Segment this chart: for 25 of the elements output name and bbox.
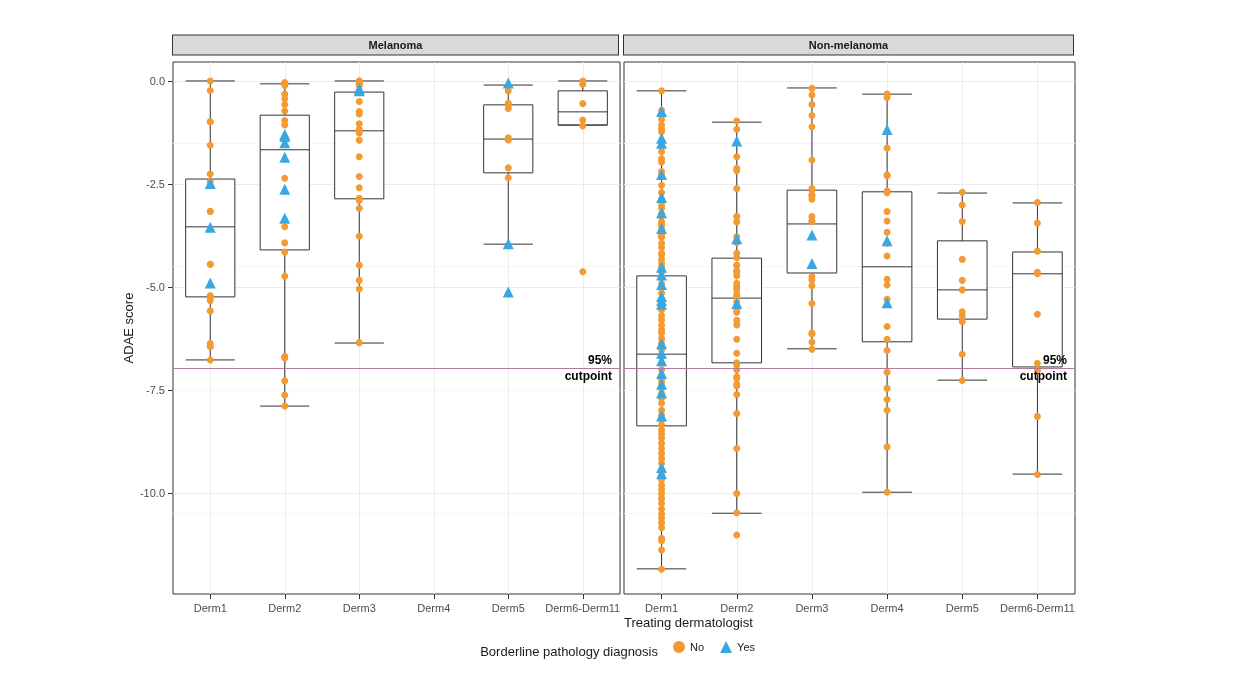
x-tick-label: Derm4	[417, 601, 451, 614]
x-tick-label: Derm6-Derm11	[999, 601, 1075, 614]
y-tick-label: -10.0	[139, 487, 165, 500]
x-tick-label: Derm6-Derm11	[545, 601, 621, 614]
legend-label: Yes	[737, 641, 756, 653]
x-axis-title: Treating dermatologist	[624, 615, 754, 630]
ref-line-label: 95% cutpoint	[564, 352, 613, 383]
y-tick-label: -7.5	[146, 384, 165, 397]
legend-title: Borderline pathology diagnosis	[480, 644, 659, 659]
x-tick-label: Derm3	[342, 601, 376, 614]
chart-title: Non-melanoma	[808, 39, 890, 51]
y-axis-title: ADAE score	[121, 292, 136, 364]
x-tick-label: Derm1	[645, 601, 679, 614]
x-tick-label: Derm3	[795, 601, 829, 614]
x-tick-label: Derm1	[193, 601, 227, 614]
y-tick-label: -5.0	[146, 281, 165, 293]
x-tick-label: Derm2	[268, 601, 302, 614]
y-tick-label: 0.0	[149, 74, 165, 87]
x-tick-label: Derm5	[945, 601, 979, 614]
legend-label: No	[690, 641, 705, 653]
chart-title: Melanoma	[368, 39, 424, 51]
x-tick-label: Derm5	[491, 601, 525, 614]
y-tick-label: -2.5	[146, 177, 165, 190]
x-tick-label: Derm4	[870, 601, 904, 614]
x-tick-label: Derm2	[720, 601, 754, 614]
